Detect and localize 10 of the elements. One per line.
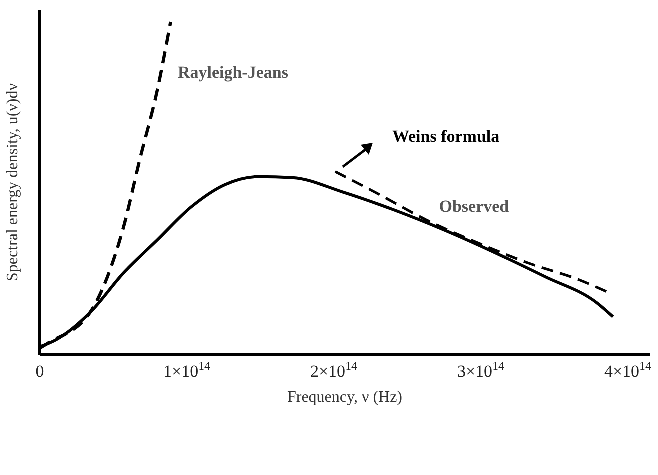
series-label: Observed: [439, 197, 510, 216]
y-axis-title: Spectral energy density, u(ν)dν: [4, 84, 22, 282]
x-tick-label: 3×10$^{14}$: [457, 359, 505, 381]
text: Weins formula: [392, 126, 500, 146]
x-tick-label: 0: [36, 362, 44, 381]
series-label: Rayleigh-Jeans: [178, 62, 289, 82]
x-tick-label: 1×10$^{14}$: [163, 359, 211, 381]
x-tick-label: 2×10$^{14}$: [310, 359, 358, 381]
x-tick-label: 4×10$^{14}$: [604, 359, 652, 381]
x-axis-title: Frequency, ν (Hz): [287, 389, 403, 406]
